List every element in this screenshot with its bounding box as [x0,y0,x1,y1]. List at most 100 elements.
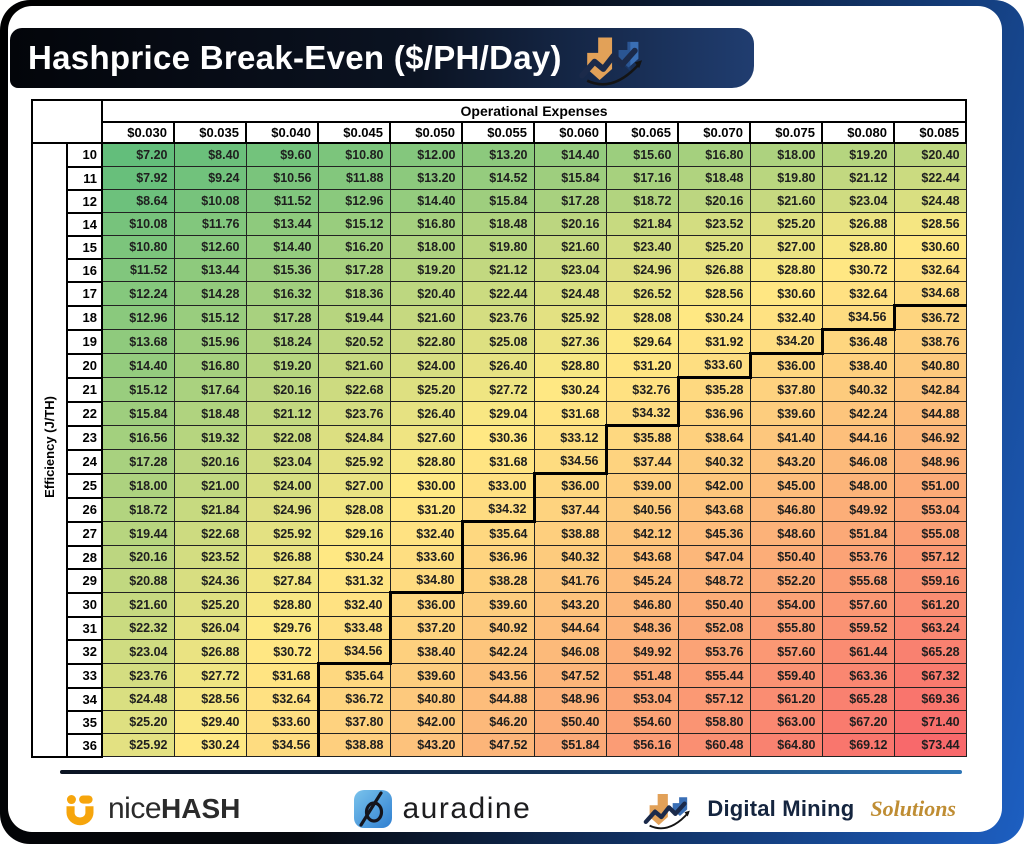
value-cell: $34.56 [821,305,895,330]
value-cell: $21.12 [245,401,319,426]
value-cell: $29.40 [173,710,247,734]
footer-separator-line [60,769,962,774]
value-cell: $32.40 [749,305,823,330]
value-cell: $21.60 [101,592,175,617]
value-cell: $38.40 [821,353,895,378]
value-cell: $59.16 [893,568,967,593]
value-cell: $63.36 [821,663,895,688]
value-cell: $10.80 [317,142,391,167]
value-cell: $25.92 [533,305,607,330]
value-cell: $47.52 [533,663,607,688]
value-cell: $51.84 [821,521,895,546]
value-cell: $24.36 [173,568,247,593]
brand-nicehash: nicehash [62,791,240,827]
value-cell: $21.84 [605,212,679,236]
value-cell: $24.48 [893,189,967,213]
value-cell: $24.84 [317,425,391,450]
value-cell: $30.72 [821,258,895,282]
value-cell: $23.76 [101,663,175,688]
value-cell: $65.28 [821,687,895,711]
brand-digital-mining-solutions: Digital Mining Solutions [643,787,956,831]
value-cell: $46.80 [749,497,823,522]
value-cell: $30.72 [245,639,319,664]
table-row: 33 $23.76 $27.72 $31.68 $35.64 $39.60 $43.56 $4… [32,662,967,689]
value-cell: $38.88 [316,733,391,757]
dms-wordmark: Digital Mining [707,795,855,821]
table-row: 19 $13.68 $15.96 $18.24 $20.52 $22.80 $25.08 $2… [32,328,967,355]
value-cell: $61.20 [749,687,823,711]
value-cell: $43.68 [677,497,751,522]
value-cell: $18.72 [605,189,679,213]
row-header: 12 [66,188,103,214]
table-row: 14 $10.08 $11.76 $13.44 $15.12 $16.80 $18.48 $2… [32,211,967,237]
value-cell: $14.40 [101,353,175,378]
value-cell: $16.56 [101,425,175,450]
value-cell: $40.32 [821,377,895,402]
value-cell: $48.36 [605,616,679,640]
row-header: 30 [66,591,103,618]
value-cell: $12.96 [101,305,175,330]
table-row: 24 $17.28 $20.16 $23.04 $25.92 $28.80 $31.68 $3… [32,448,967,475]
row-header: 34 [66,686,103,712]
table-row: 34 $24.48 $28.56 $32.64 $36.72 $40.80 $44.88 $4… [32,686,967,712]
value-cell: $21.60 [317,353,391,378]
value-cell: $28.80 [245,592,319,617]
value-cell: $10.56 [245,166,319,190]
value-cell: $27.60 [389,425,463,450]
table-row: 23 $16.56 $19.32 $22.08 $24.84 $27.60 $30.36 $3… [32,424,967,451]
value-cell: $30.60 [893,235,967,259]
value-cell: $15.96 [173,329,247,354]
digital-mining-solutions-logo-icon [644,793,691,829]
value-cell: $18.72 [101,497,175,522]
table-row: 16 $11.52 $13.44 $15.36 $17.28 $19.20 $21.12 $2… [32,257,967,283]
value-cell: $31.68 [533,401,607,426]
table-row: 36 $25.92 $30.24 $34.56 $38.88 $43.20 $47.52 $5… [32,732,967,758]
value-cell: $34.32 [461,497,535,522]
table-row: 29 $20.88 $24.36 $27.84 $31.32 $34.80 $38.28 $4… [32,567,967,594]
table-row: 31 $22.32 $26.04 $29.76 $33.48 $37.20 $40.92 $4… [32,615,967,641]
value-cell: $18.24 [245,329,319,354]
row-header: 24 [66,448,103,475]
row-header: 11 [66,165,103,191]
value-cell: $32.64 [245,687,319,711]
page-title: Hashprice Break-Even ($/PH/Day) [28,39,562,76]
value-cell: $24.48 [101,687,175,711]
value-cell: $20.16 [173,449,247,474]
value-cell: $51.48 [605,663,679,688]
value-cell: $44.88 [461,687,535,711]
value-cell: $21.12 [461,258,535,282]
value-cell: $30.24 [173,733,247,757]
column-header: $0.080 [821,121,895,144]
value-cell: $42.24 [821,401,895,426]
value-cell: $25.20 [677,235,751,259]
value-cell: $54.00 [749,592,823,617]
value-cell: $16.80 [389,212,463,236]
table-row: 28 $20.16 $23.52 $26.88 $30.24 $33.60 $36.96 $4… [32,544,967,570]
value-cell: $27.84 [245,568,319,593]
value-cell: $36.96 [460,545,535,569]
value-cell: $36.00 [388,591,463,617]
value-cell: $25.20 [749,212,823,236]
value-cell: $55.44 [677,663,751,688]
value-cell: $39.60 [749,401,823,426]
value-cell: $45.24 [605,568,679,593]
value-cell: $48.96 [533,687,607,711]
value-cell: $32.64 [893,258,967,282]
value-cell: $18.00 [389,235,463,259]
row-header: 18 [66,304,103,331]
value-cell: $19.20 [245,353,319,378]
table-row: 17 $12.24 $14.28 $16.32 $18.36 $20.40 $22.44 $2… [32,280,967,307]
value-cell: $37.44 [532,497,607,522]
row-header: 10 [66,142,103,168]
value-cell: $44.64 [533,616,607,640]
value-cell: $43.20 [389,733,463,757]
value-cell: $46.92 [893,425,967,450]
value-cell: $20.52 [317,329,391,354]
value-cell: $23.04 [101,639,175,664]
value-cell: $60.48 [677,733,751,757]
brand-auradine: auradine [353,789,532,829]
value-cell: $49.92 [605,639,679,664]
value-cell: $69.36 [893,687,967,711]
value-cell: $58.80 [677,710,751,734]
value-cell: $40.80 [893,353,967,378]
